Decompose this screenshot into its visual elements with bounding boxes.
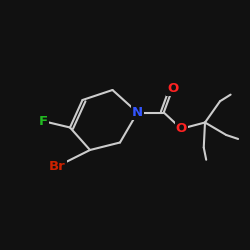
Text: O: O — [167, 82, 178, 95]
Text: O: O — [176, 122, 187, 135]
Text: N: N — [132, 106, 143, 119]
Text: Br: Br — [49, 160, 66, 173]
Text: F: F — [39, 115, 48, 128]
